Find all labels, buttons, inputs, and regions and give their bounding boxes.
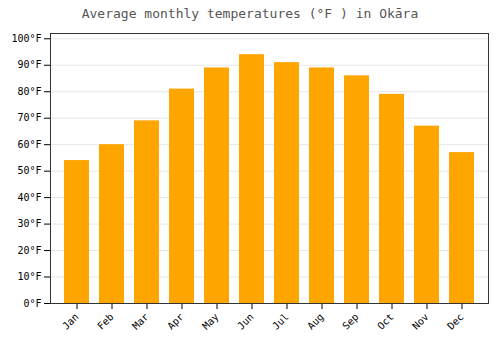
svg-text:40°F: 40°F <box>17 192 41 203</box>
svg-text:Jan: Jan <box>60 311 81 332</box>
svg-text:Nov: Nov <box>410 311 431 332</box>
svg-text:Sep: Sep <box>340 311 361 332</box>
svg-text:60°F: 60°F <box>17 139 41 150</box>
svg-text:100°F: 100°F <box>11 33 41 44</box>
svg-text:Aug: Aug <box>305 311 326 332</box>
svg-text:10°F: 10°F <box>17 271 41 282</box>
svg-text:Jun: Jun <box>235 311 256 332</box>
svg-text:Feb: Feb <box>95 311 116 332</box>
svg-text:30°F: 30°F <box>17 218 41 229</box>
svg-text:20°F: 20°F <box>17 245 41 256</box>
svg-text:70°F: 70°F <box>17 112 41 123</box>
svg-text:50°F: 50°F <box>17 165 41 176</box>
svg-text:Apr: Apr <box>165 311 186 332</box>
svg-text:Jul: Jul <box>270 311 291 332</box>
svg-text:90°F: 90°F <box>17 59 41 70</box>
svg-text:80°F: 80°F <box>17 86 41 97</box>
svg-text:Mar: Mar <box>130 311 151 332</box>
svg-text:0°F: 0°F <box>23 298 41 309</box>
svg-text:Dec: Dec <box>445 311 466 332</box>
svg-text:May: May <box>200 311 221 332</box>
svg-text:Oct: Oct <box>375 311 396 332</box>
html-text:Average monthly temperatures (: Average monthly temperatures (°F ) in Ok… <box>81 6 419 21</box>
